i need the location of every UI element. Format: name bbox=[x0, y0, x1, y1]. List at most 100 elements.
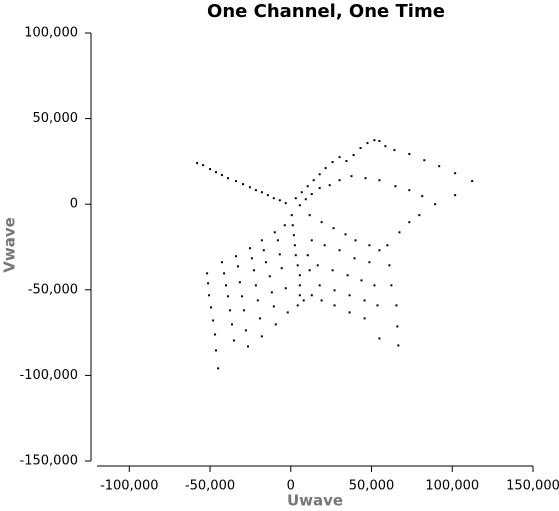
point bbox=[302, 299, 305, 302]
point bbox=[252, 269, 255, 272]
point bbox=[331, 269, 334, 272]
point bbox=[388, 264, 391, 267]
x-tick-label: 150,000 bbox=[506, 479, 559, 494]
point bbox=[220, 174, 223, 177]
point bbox=[348, 311, 351, 314]
point bbox=[346, 274, 349, 277]
point bbox=[324, 167, 327, 170]
point bbox=[300, 191, 303, 194]
point bbox=[318, 173, 321, 176]
point bbox=[310, 239, 313, 242]
point bbox=[318, 187, 321, 190]
point bbox=[363, 317, 366, 320]
point bbox=[254, 284, 257, 287]
point bbox=[264, 261, 267, 264]
point bbox=[298, 294, 301, 297]
point bbox=[378, 337, 381, 340]
point bbox=[250, 257, 253, 260]
point bbox=[294, 254, 297, 257]
point bbox=[210, 306, 213, 309]
point bbox=[318, 284, 321, 287]
point bbox=[274, 323, 277, 326]
point bbox=[280, 267, 283, 270]
x-tick-label: 50,000 bbox=[349, 479, 395, 494]
point bbox=[393, 149, 396, 152]
point bbox=[398, 231, 401, 234]
point bbox=[352, 154, 355, 157]
point bbox=[278, 253, 281, 256]
point bbox=[394, 185, 397, 188]
point bbox=[421, 195, 424, 198]
point bbox=[423, 159, 426, 162]
point bbox=[320, 221, 323, 224]
point bbox=[363, 299, 366, 302]
point bbox=[312, 179, 315, 182]
point bbox=[360, 279, 363, 282]
point bbox=[286, 311, 289, 314]
point bbox=[296, 264, 299, 267]
point bbox=[454, 172, 457, 175]
x-tick-label: 100,000 bbox=[425, 479, 479, 494]
point bbox=[284, 202, 287, 205]
point bbox=[229, 309, 232, 312]
point bbox=[333, 304, 336, 307]
point bbox=[331, 161, 334, 164]
point bbox=[296, 304, 299, 307]
point bbox=[244, 329, 247, 332]
y-tick-label: -100,000 bbox=[20, 368, 78, 383]
point bbox=[241, 183, 244, 186]
point bbox=[208, 294, 211, 297]
point bbox=[471, 180, 474, 183]
point bbox=[230, 323, 233, 326]
point bbox=[258, 317, 261, 320]
point bbox=[396, 325, 399, 328]
point bbox=[248, 247, 251, 250]
point bbox=[348, 294, 351, 297]
point bbox=[294, 197, 297, 200]
point bbox=[248, 186, 251, 189]
point bbox=[386, 244, 389, 247]
point bbox=[290, 214, 293, 217]
point bbox=[262, 249, 265, 252]
point bbox=[260, 335, 263, 338]
point bbox=[408, 221, 411, 224]
point bbox=[368, 261, 371, 264]
point bbox=[260, 239, 263, 242]
point bbox=[293, 244, 296, 247]
point bbox=[266, 194, 269, 197]
point bbox=[206, 272, 209, 275]
x-tick-label: -100,000 bbox=[100, 479, 158, 494]
point bbox=[260, 191, 263, 194]
point bbox=[298, 284, 301, 287]
point bbox=[226, 177, 229, 180]
x-tick-label: 0 bbox=[287, 479, 295, 494]
point bbox=[332, 227, 335, 230]
point bbox=[378, 249, 381, 252]
point bbox=[364, 177, 367, 180]
point bbox=[298, 274, 301, 277]
point bbox=[306, 185, 309, 188]
point bbox=[209, 168, 212, 171]
point bbox=[232, 339, 235, 342]
point bbox=[373, 284, 376, 287]
point bbox=[384, 145, 387, 148]
point bbox=[310, 193, 313, 196]
point bbox=[270, 291, 273, 294]
point bbox=[235, 180, 238, 183]
point bbox=[350, 175, 353, 178]
point bbox=[310, 294, 313, 297]
point bbox=[408, 153, 411, 156]
point bbox=[215, 171, 218, 174]
point bbox=[378, 140, 381, 143]
point bbox=[254, 189, 257, 192]
point bbox=[338, 249, 341, 252]
point bbox=[215, 349, 218, 352]
point bbox=[214, 333, 217, 336]
point bbox=[408, 189, 411, 192]
x-axis-label: Uwave bbox=[287, 492, 343, 510]
point bbox=[298, 204, 301, 207]
point bbox=[241, 295, 244, 298]
point bbox=[308, 269, 311, 272]
y-tick-label: -50,000 bbox=[28, 282, 78, 297]
